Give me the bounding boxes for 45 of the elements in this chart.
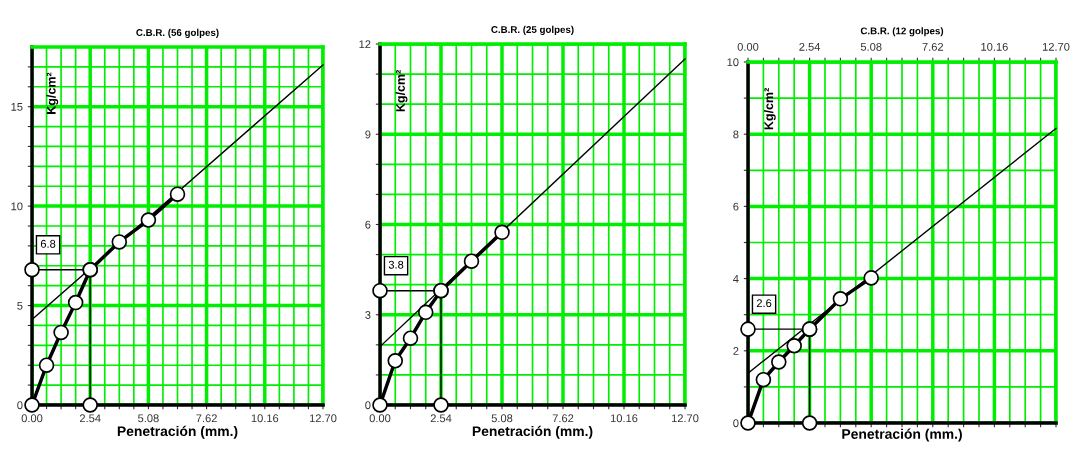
y-tick-label: 0	[17, 401, 23, 410]
annotation: 3.8	[388, 260, 404, 269]
y-tick-label: 0	[365, 401, 371, 410]
x-tick-label: 0.00	[369, 414, 391, 423]
y-tick-label: 5	[17, 301, 23, 310]
y-tick-label: 9	[365, 130, 371, 139]
x-tick-label: 2.54	[79, 414, 101, 423]
x-tick-label: 10.16	[610, 414, 638, 423]
x-axis-title: Penetración (mm.)	[842, 428, 962, 442]
x-tick-label: 12.70	[309, 414, 337, 423]
y-tick-label: 3	[365, 311, 371, 319]
x-tick-label: 5.08	[138, 414, 159, 423]
annotation: 2.6	[756, 299, 772, 308]
x-tick-label: 10.16	[251, 414, 279, 423]
y-tick-label: 0	[733, 419, 739, 428]
y-tick-label: 4	[733, 274, 739, 283]
x-tick-label: 12.70	[1042, 42, 1070, 51]
y-tick-label: 12	[359, 40, 371, 49]
y-tick-label: 2	[733, 347, 739, 355]
x-tick-label: 10.16	[981, 42, 1008, 51]
y-axis-title: Kg/cm²	[395, 70, 408, 112]
x-tick-label: 7.62	[552, 414, 574, 423]
x-tick-label: 5.08	[860, 42, 882, 51]
y-tick-label: 15	[11, 103, 23, 111]
chart-title: C.B.R. (12 golpes)	[860, 27, 944, 37]
y-tick-label: 6	[365, 220, 371, 229]
x-tick-label: 2.54	[799, 42, 821, 51]
y-tick-label: 6	[733, 202, 739, 211]
chart-title: C.B.R. (56 golpes)	[136, 28, 219, 38]
x-tick-label: 7.62	[922, 42, 944, 51]
y-axis-title: Kg/cm²	[46, 72, 59, 114]
annotation: 6.8	[40, 239, 56, 248]
x-axis-title: Penetración (mm.)	[117, 425, 238, 439]
y-tick-label: 10	[11, 202, 23, 211]
y-axis-title: Kg/cm²	[764, 88, 776, 130]
y-tick-label: 8	[733, 130, 739, 139]
x-tick-label: 0.00	[737, 42, 759, 51]
x-tick-label: 0.00	[21, 414, 43, 423]
y-tick-label: 10	[727, 58, 739, 67]
x-axis-title: Penetración (mm.)	[472, 425, 593, 439]
chart-title: C.B.R. (25 golpes)	[491, 25, 574, 35]
x-tick-label: 7.62	[196, 414, 217, 423]
x-tick-label: 2.54	[430, 414, 452, 423]
x-tick-label: 5.08	[491, 414, 513, 423]
x-tick-label: 12.70	[671, 414, 699, 423]
